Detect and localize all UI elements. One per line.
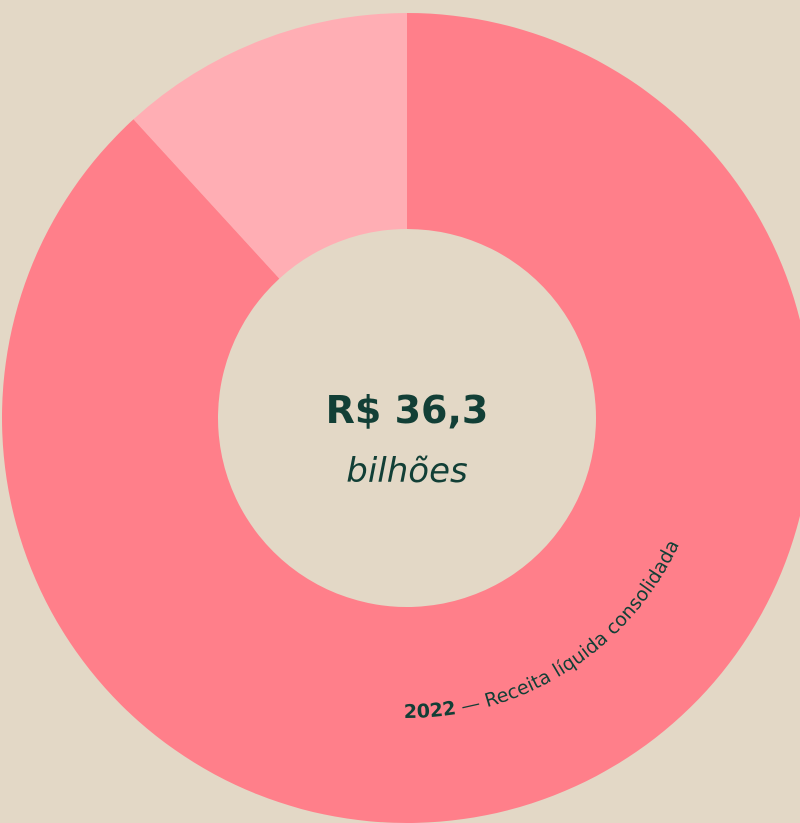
- center-value: R$ 36,3: [326, 388, 489, 432]
- donut-slice: [2, 13, 800, 823]
- donut-slice: [133, 13, 407, 279]
- center-unit: bilhões: [346, 451, 467, 491]
- slices: [2, 13, 800, 823]
